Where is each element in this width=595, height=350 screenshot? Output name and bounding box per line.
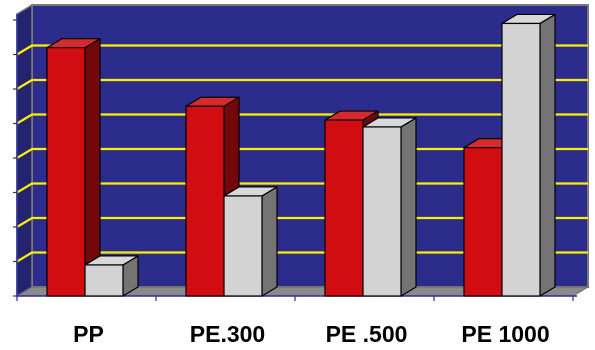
bars <box>46 13 556 297</box>
bar <box>223 186 278 297</box>
gridline <box>16 78 588 90</box>
bar-side <box>539 13 556 297</box>
category-labels: PP PE.300 PE .500 PE 1000 <box>73 321 549 347</box>
bar-front <box>223 195 263 297</box>
category-label: PE 1000 <box>461 321 549 347</box>
gridline <box>16 113 588 125</box>
category-label: PP <box>73 321 104 347</box>
category-label: PE .500 <box>326 321 408 347</box>
bar-front <box>362 126 402 297</box>
bar-side <box>400 117 417 297</box>
bar <box>84 255 139 297</box>
bar <box>501 13 556 297</box>
bar-front <box>46 46 86 297</box>
bar-front <box>501 22 541 297</box>
gridline <box>16 44 588 56</box>
bar-front <box>185 105 225 297</box>
bar-front <box>463 147 503 297</box>
category-label: PE.300 <box>190 321 265 347</box>
bar-side <box>261 186 278 297</box>
bar-front <box>324 119 364 297</box>
bar-front <box>84 264 124 297</box>
bar <box>46 37 101 297</box>
bar <box>362 117 417 297</box>
